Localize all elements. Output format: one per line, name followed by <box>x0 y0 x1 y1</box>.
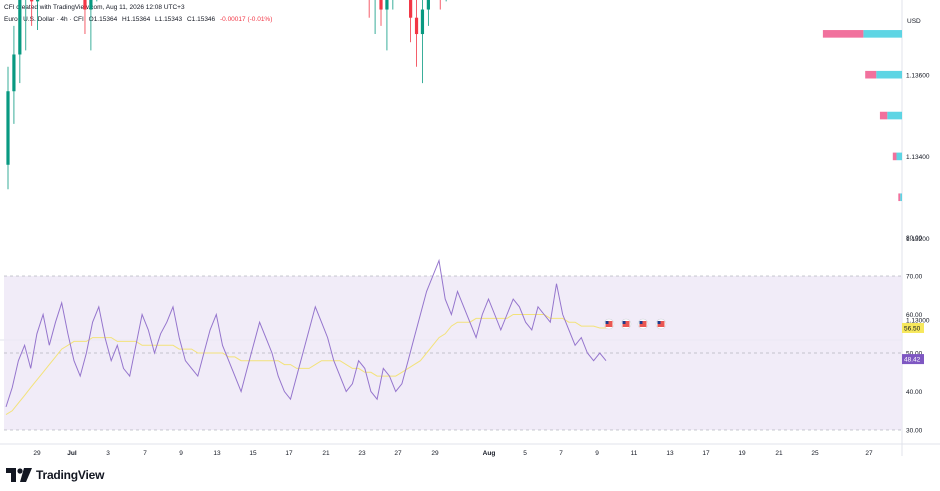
candle-body <box>414 17 419 35</box>
rsi-value: 48.42 <box>904 357 921 364</box>
candle-body <box>30 0 34 2</box>
candle-body <box>379 0 383 10</box>
candle-body <box>420 9 425 35</box>
volume-profile-down-bar <box>879 111 888 120</box>
us-flag-stripes <box>657 321 665 327</box>
time-tick-label: 9 <box>179 450 183 457</box>
time-tick-label: Jul <box>67 450 77 457</box>
time-tick-label: 17 <box>285 450 293 457</box>
rsi-line <box>5 258 607 408</box>
time-tick-label: 11 <box>631 450 638 457</box>
candle-body <box>385 0 389 10</box>
price-tick-label: 1.13200 <box>906 236 930 243</box>
time-tick-label: 25 <box>811 450 819 457</box>
price-tick-label: 1.13000 <box>906 318 930 325</box>
time-tick-label: 19 <box>738 450 746 457</box>
currency-label: USD <box>907 18 921 25</box>
candle-body <box>36 0 40 2</box>
rsi-ma-value-box <box>902 322 924 333</box>
volume-profile-up-bar <box>863 30 902 38</box>
us-flag-canton <box>639 321 643 324</box>
time-tick-label: 13 <box>213 450 221 457</box>
time-tick-label: 23 <box>358 450 366 457</box>
rsi-value-box <box>902 354 924 365</box>
time-tick-label: 15 <box>249 450 257 457</box>
us-flag-stripes <box>639 321 647 327</box>
brand-name: TradingView <box>36 468 105 482</box>
time-tick-label: 7 <box>559 450 563 457</box>
volume-profile-down-bar <box>865 70 877 79</box>
rsi-tick-label: 40.00 <box>906 389 923 396</box>
time-tick-label: 27 <box>394 450 402 457</box>
us-flag-canton <box>605 321 609 324</box>
candle-body <box>12 54 16 92</box>
rsi-ma-value: 56.50 <box>904 325 921 332</box>
time-tick-label: 9 <box>595 450 599 457</box>
volume-profile-up-bar <box>876 70 902 79</box>
tradingview-logo-icon <box>6 468 32 482</box>
time-tick-label: Aug <box>483 450 496 457</box>
time-tick-label: 27 <box>865 450 873 457</box>
us-flag-canton <box>657 321 661 324</box>
us-flag-stripes <box>605 321 613 327</box>
volume-profile-up-bar <box>896 152 902 161</box>
rsi-tick-label: 80.00 <box>906 235 923 242</box>
volume-profile-down-bar <box>822 30 864 38</box>
legend-high: H1.15364 <box>122 16 151 23</box>
time-tick-label: 21 <box>775 450 783 457</box>
rsi-tick-label: 30.00 <box>906 428 923 435</box>
time-tick-label: 3 <box>106 450 110 457</box>
tradingview-brand[interactable]: TradingView <box>6 468 104 482</box>
us-flag-canton <box>622 321 626 324</box>
volume-profile-up-bar <box>887 111 902 120</box>
rsi-band <box>4 276 902 430</box>
time-tick-label: 17 <box>702 450 710 457</box>
credit-line: CFI created with TradingView.com, Aug 11… <box>4 4 185 11</box>
time-tick-label: 29 <box>33 450 41 457</box>
time-tick-label: 21 <box>322 450 330 457</box>
rsi-tick-label: 70.00 <box>906 274 923 281</box>
price-tick-label: 1.13400 <box>906 154 930 161</box>
candle-body <box>6 91 10 165</box>
candle-body <box>18 0 22 55</box>
volume-profile-down-bar <box>892 152 897 161</box>
legend-close: C1.15346 <box>186 16 216 23</box>
volume-profile-down-bar <box>898 193 901 202</box>
volume-profile-up-bar <box>900 193 902 202</box>
rsi-tick-label: 60.00 <box>906 312 923 319</box>
legend-low: L1.15343 <box>155 16 183 23</box>
time-tick-label: 29 <box>431 450 439 457</box>
legend-symbol[interactable]: Euro / U.S. Dollar · 4h · CFI <box>4 16 84 23</box>
time-tick-label: 7 <box>143 450 147 457</box>
us-flag-stripes <box>622 321 630 327</box>
candle-body <box>426 0 430 10</box>
legend-change: -0.00017 (-0.01%) <box>219 16 273 23</box>
candle-body <box>83 0 87 10</box>
time-tick-label: 13 <box>666 450 674 457</box>
candle-body <box>409 0 413 18</box>
price-tick-label: 1.13600 <box>906 72 930 79</box>
rsi-tick-label: 50.00 <box>906 351 923 358</box>
time-tick-label: 5 <box>523 450 527 457</box>
symbol-legend: Euro / U.S. Dollar · 4h · CFI O1.15364 H… <box>4 16 272 23</box>
legend-open: O1.15364 <box>88 16 118 23</box>
candle-body <box>89 0 93 10</box>
